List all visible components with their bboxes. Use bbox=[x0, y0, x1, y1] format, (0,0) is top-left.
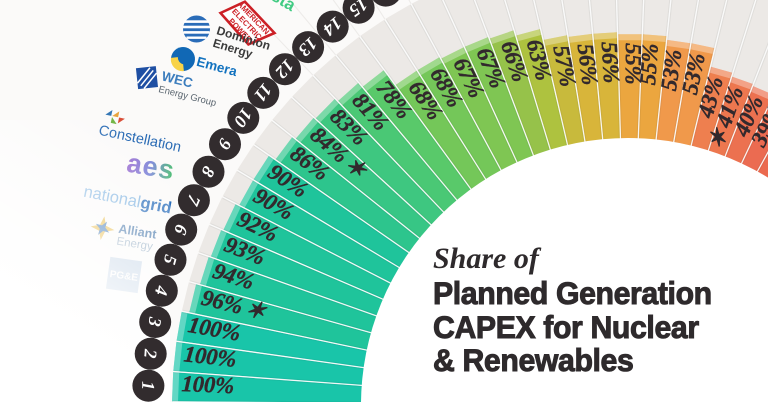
svg-text:WEC: WEC bbox=[160, 69, 194, 91]
svg-text:55%: 55% bbox=[621, 43, 646, 84]
svg-text:1: 1 bbox=[138, 381, 158, 390]
svg-text:56%: 56% bbox=[573, 42, 603, 86]
svg-text:3: 3 bbox=[144, 315, 165, 328]
svg-text:56%: 56% bbox=[597, 41, 624, 84]
svg-text:100%: 100% bbox=[183, 341, 238, 371]
svg-text:4: 4 bbox=[151, 283, 173, 297]
svg-text:55%: 55% bbox=[635, 43, 663, 86]
svg-text:53%: 53% bbox=[656, 48, 686, 92]
svg-text:16: 16 bbox=[373, 0, 399, 4]
svg-text:2: 2 bbox=[140, 348, 161, 359]
svg-text:100%: 100% bbox=[181, 371, 234, 398]
